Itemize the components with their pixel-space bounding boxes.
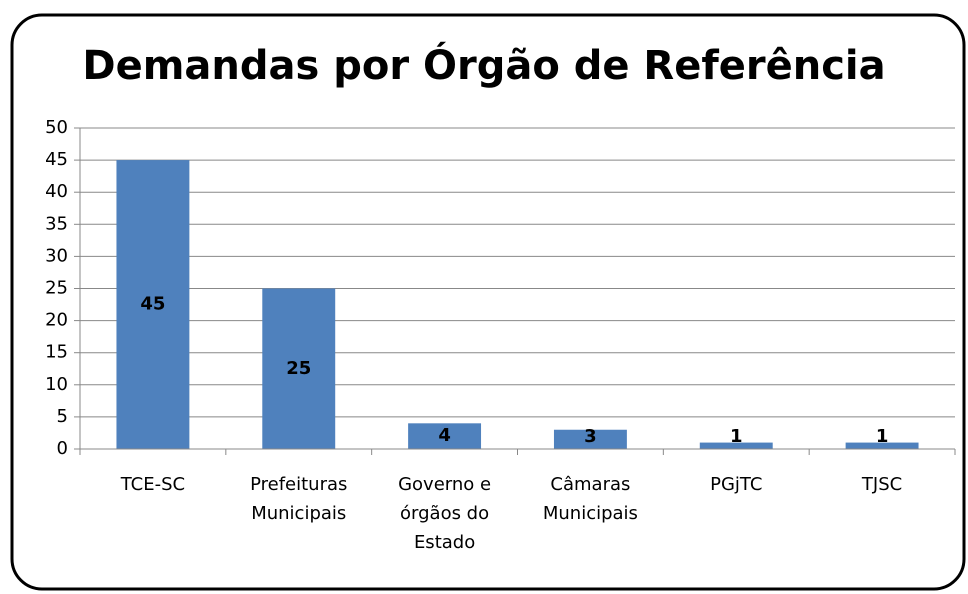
y-tick-label: 0 (57, 438, 68, 459)
y-tick-label: 20 (45, 310, 68, 331)
data-label: 45 (140, 294, 165, 315)
bar (699, 442, 773, 449)
x-tick-label: Câmaras Municipais (542, 474, 638, 524)
y-tick-label: 35 (45, 213, 68, 234)
y-tick-label: 30 (45, 245, 68, 266)
bar (262, 288, 336, 449)
data-label: 1 (730, 426, 743, 447)
x-tick-label: PGjTC (710, 474, 763, 495)
y-tick-label: 10 (45, 374, 68, 395)
bar (116, 160, 190, 449)
x-tick-label: TJSC (861, 474, 903, 495)
chart-title: Demandas por Órgão de Referência (82, 41, 885, 89)
bar (553, 429, 627, 449)
y-tick-label: 50 (45, 117, 68, 138)
bar (845, 442, 919, 449)
x-tick-label: TCE-SC (120, 474, 186, 495)
y-tick-label: 15 (45, 342, 68, 363)
y-tick-label: 45 (45, 149, 68, 170)
data-label: 25 (286, 358, 311, 379)
x-tick-label: Prefeituras Municipais (250, 474, 348, 524)
data-label: 3 (584, 426, 597, 447)
y-tick-label: 25 (45, 278, 68, 299)
bar (408, 423, 482, 449)
y-tick-label: 5 (57, 406, 68, 427)
data-label: 4 (438, 425, 451, 446)
data-label: 1 (876, 426, 889, 447)
x-tick-label: Governo e órgãos do Estado (398, 474, 492, 553)
y-tick-label: 40 (45, 181, 68, 202)
